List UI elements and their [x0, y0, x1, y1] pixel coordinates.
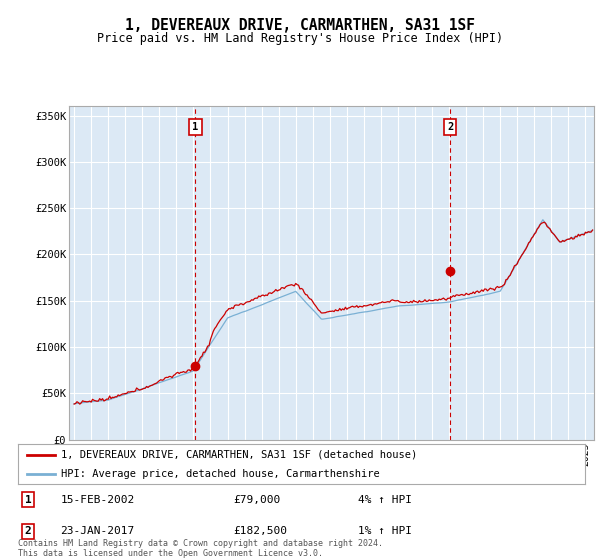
Text: 15-FEB-2002: 15-FEB-2002 [61, 494, 135, 505]
Text: 2: 2 [447, 122, 454, 132]
Text: Contains HM Land Registry data © Crown copyright and database right 2024.
This d: Contains HM Land Registry data © Crown c… [18, 539, 383, 558]
Text: 1: 1 [193, 122, 199, 132]
Text: 1, DEVEREAUX DRIVE, CARMARTHEN, SA31 1SF: 1, DEVEREAUX DRIVE, CARMARTHEN, SA31 1SF [125, 18, 475, 33]
Text: 1: 1 [25, 494, 32, 505]
Text: 1% ↑ HPI: 1% ↑ HPI [358, 526, 412, 536]
Text: 2: 2 [25, 526, 32, 536]
Text: HPI: Average price, detached house, Carmarthenshire: HPI: Average price, detached house, Carm… [61, 469, 379, 479]
Text: 23-JAN-2017: 23-JAN-2017 [61, 526, 135, 536]
Text: 4% ↑ HPI: 4% ↑ HPI [358, 494, 412, 505]
Text: £79,000: £79,000 [233, 494, 281, 505]
Text: 1, DEVEREAUX DRIVE, CARMARTHEN, SA31 1SF (detached house): 1, DEVEREAUX DRIVE, CARMARTHEN, SA31 1SF… [61, 450, 417, 460]
Text: £182,500: £182,500 [233, 526, 287, 536]
Text: Price paid vs. HM Land Registry's House Price Index (HPI): Price paid vs. HM Land Registry's House … [97, 32, 503, 45]
